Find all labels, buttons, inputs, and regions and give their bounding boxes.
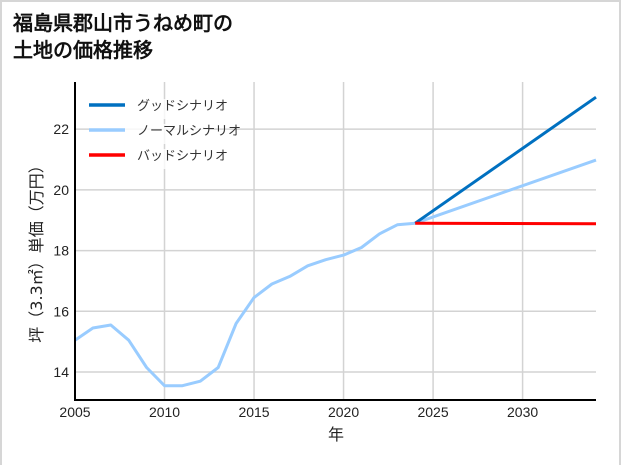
tick-labels: 2005 2010 2015 2020 2025 2030 14 16 18 20 22 — [53, 121, 538, 420]
chart-title: 福島県郡山市うねめ町の 土地の価格推移 — [13, 10, 233, 64]
x-tick-label: 2020 — [328, 404, 359, 420]
x-tick-label: 2015 — [238, 404, 269, 420]
x-tick-label: 2030 — [507, 404, 538, 420]
y-tick-label: 16 — [53, 303, 69, 319]
series-line — [415, 221, 597, 226]
y-tick-label: 14 — [53, 364, 69, 380]
x-axis-label: 年 — [328, 425, 344, 444]
x-tick-label: 2010 — [149, 404, 180, 420]
y-tick-label: 20 — [53, 182, 69, 198]
data-series — [74, 95, 597, 388]
chart-title-line-1: 福島県郡山市うねめ町の — [13, 11, 233, 35]
y-tick-label: 22 — [53, 121, 69, 137]
series-line — [414, 95, 597, 225]
y-axis-label: 坪（3.3㎡）単価（万円） — [27, 157, 46, 342]
legend-label: グッドシナリオ — [137, 99, 228, 114]
legend-label: ノーマルシナリオ — [137, 124, 241, 139]
axes — [74, 82, 596, 401]
x-tick-label: 2025 — [417, 404, 448, 420]
chart-title-line-2: 土地の価格推移 — [13, 38, 153, 62]
x-tick-label: 2005 — [59, 404, 90, 420]
series-line — [74, 158, 597, 388]
legend-label: バッドシナリオ — [137, 149, 228, 164]
y-tick-label: 18 — [53, 243, 69, 259]
